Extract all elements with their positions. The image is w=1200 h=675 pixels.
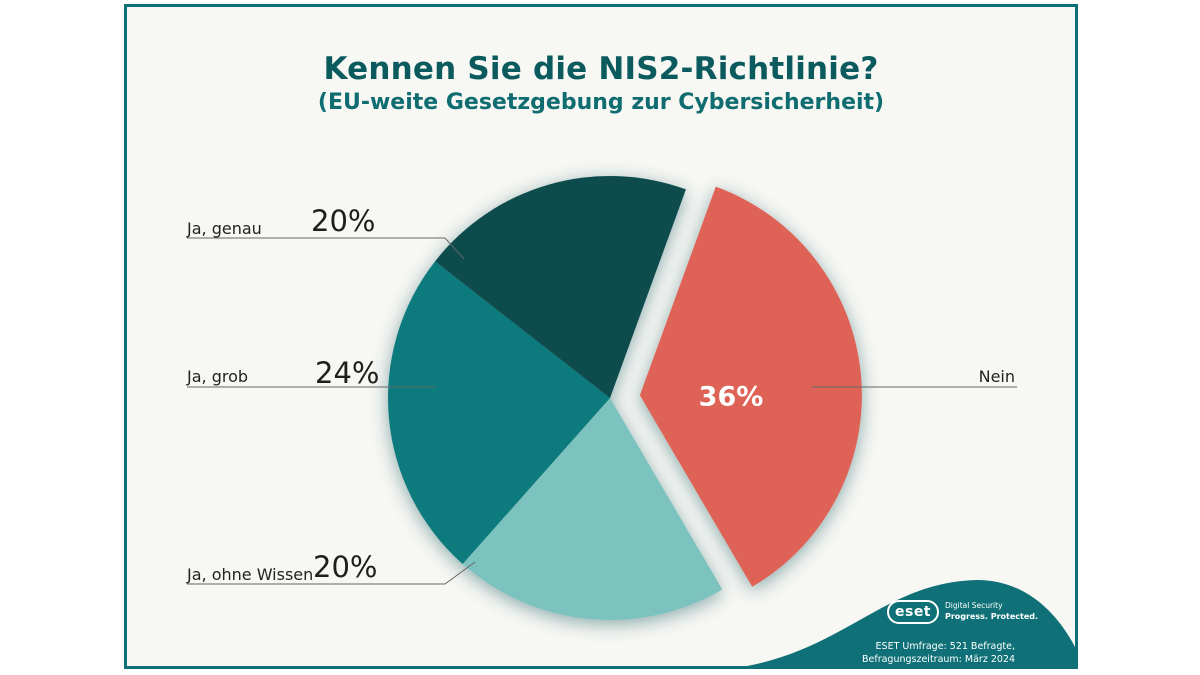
category-label-ja-grob: Ja, grob: [186, 367, 248, 386]
leader-lines: [187, 237, 1017, 585]
pie-slice-ja-ohne-wissen: [462, 398, 723, 621]
chart-title: Kennen Sie die NIS2-Richtlinie?: [323, 51, 879, 87]
pie-slice-ja-grob: [387, 261, 610, 565]
pie-slice-nein: [639, 186, 862, 587]
value-label-ja-genau: 20%: [311, 204, 375, 238]
value-label-ja-ohne-wissen: 20%: [313, 550, 377, 584]
value-label-ja-grob: 24%: [315, 356, 379, 390]
leader-line-ja-genau: [187, 237, 465, 260]
tagline-line-2: Progress. Protected.: [945, 612, 1039, 621]
pie-slices: [387, 175, 862, 621]
chart-subtitle: (EU-weite Gesetzgebung zur Cybersicherhe…: [317, 90, 885, 115]
tagline-line-1: Digital Security: [945, 601, 1003, 610]
source-line-2: Befragungszeitraum: März 2024: [861, 654, 1015, 665]
category-label-ja-ohne-wissen: Ja, ohne Wissen: [186, 565, 313, 584]
pie-slice-ja-genau: [435, 175, 686, 398]
survey-source: ESET Umfrage: 521 Befragte, Befragungsze…: [827, 640, 1015, 666]
infographic-card: Kennen Sie die NIS2-Richtlinie? (EU-weit…: [124, 4, 1078, 669]
category-label-nein: Nein: [979, 367, 1015, 386]
eset-logo: eset: [887, 600, 939, 624]
brand-tagline: Digital Security Progress. Protected.: [945, 600, 1038, 622]
source-line-1: ESET Umfrage: 521 Befragte,: [875, 641, 1015, 652]
value-label-nein: 36%: [699, 382, 764, 413]
category-label-ja-genau: Ja, genau: [186, 219, 262, 238]
leader-line-ja-ohne-wissen: [187, 561, 476, 585]
